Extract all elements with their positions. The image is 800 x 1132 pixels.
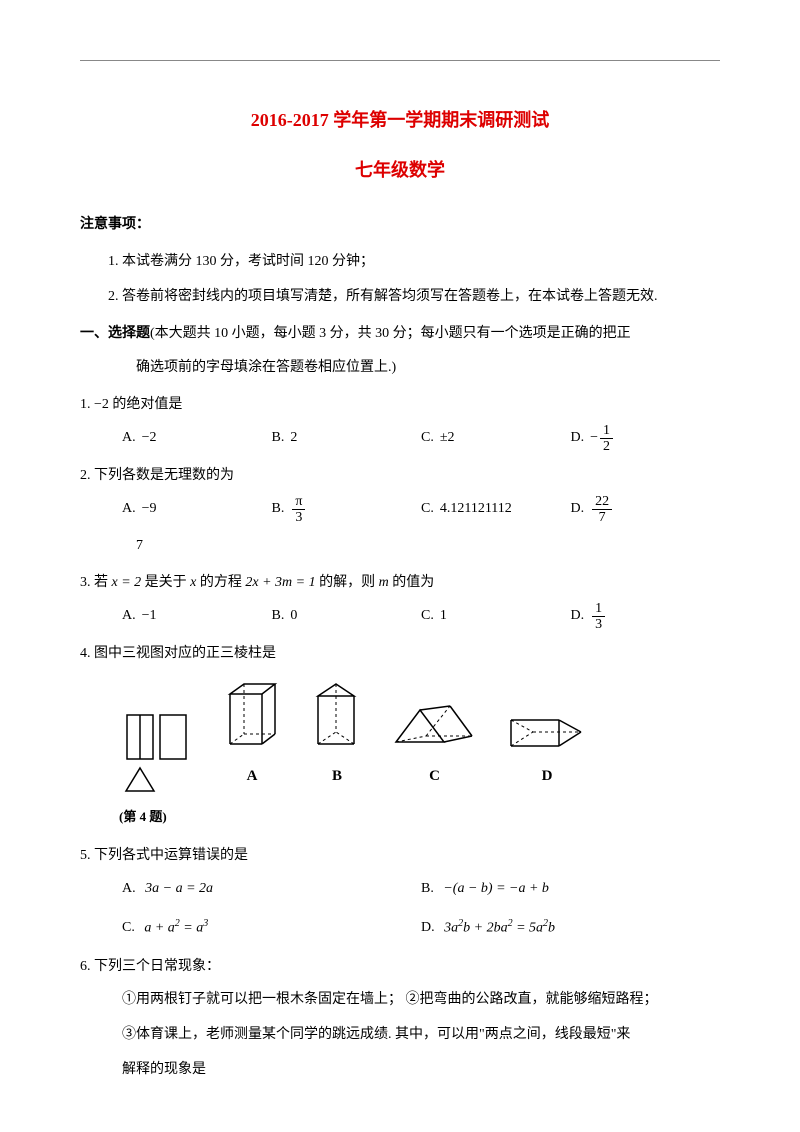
- fraction-icon: 12: [600, 423, 613, 455]
- q3-option-d: D.13: [571, 601, 721, 633]
- top-rule: [80, 60, 720, 61]
- q5-option-d: D. 3a2b + 2ba2 = 5a2b: [421, 913, 720, 944]
- three-views-icon: [122, 713, 192, 793]
- question-2-options: A.−9 B.π3 C.4.121121112 D.227: [80, 494, 720, 526]
- q1-option-c: C.±2: [421, 423, 571, 455]
- question-6: 6. 下列三个日常现象： ①用两根钉子就可以把一根木条固定在墙上； ②把弯曲的公…: [80, 952, 720, 1085]
- q6-phenom-1: ①用两根钉子就可以把一根木条固定在墙上； ②把弯曲的公路改直，就能够缩短路程；: [80, 985, 720, 1016]
- notice-header: 注意事项：: [80, 210, 720, 241]
- question-5-text: 5. 下列各式中运算错误的是: [80, 841, 720, 872]
- fraction-icon: 227: [592, 494, 612, 526]
- q2-extra: 7: [80, 531, 720, 562]
- prism-a-icon: [222, 682, 282, 754]
- q1-option-d: D.−12: [571, 423, 721, 455]
- exam-title-line1: 2016-2017 学年第一学期期末调研测试: [80, 101, 720, 141]
- q5-option-b: B. −(a − b) = −a + b: [421, 874, 720, 905]
- fraction-icon: 13: [592, 601, 605, 633]
- notice-item-2: 2. 答卷前将密封线内的项目填写清楚，所有解答均须写在答题卷上，在本试卷上答题无…: [80, 282, 720, 313]
- q3-option-b: B.0: [272, 601, 422, 633]
- question-4-caption: (第 4 题): [80, 803, 720, 832]
- q4-prism-b: B: [312, 682, 362, 793]
- q3-option-c: C.1: [421, 601, 571, 633]
- question-2: 2. 下列各数是无理数的为 A.−9 B.π3 C.4.121121112 D.…: [80, 461, 720, 562]
- q4-three-views-icon: [122, 713, 192, 793]
- prism-c-icon: [392, 702, 477, 754]
- question-5: 5. 下列各式中运算错误的是 A. 3a − a = 2a B. −(a − b…: [80, 841, 720, 944]
- q4-prism-d: D: [507, 710, 587, 793]
- question-1: 1. −2 的绝对值是 A.−2 B.2 C.±2 D.−12: [80, 390, 720, 455]
- section-1-header: 一、选择题(本大题共 10 小题，每小题 3 分，共 30 分；每小题只有一个选…: [80, 319, 720, 350]
- q3-option-a: A.−1: [122, 601, 272, 633]
- question-3: 3. 若 x = 2 是关于 x 的方程 2x + 3m = 1 的解，则 m …: [80, 568, 720, 633]
- question-1-options: A.−2 B.2 C.±2 D.−12: [80, 423, 720, 455]
- q2-option-b: B.π3: [272, 494, 422, 526]
- q6-phenom-3: 解释的现象是: [80, 1055, 720, 1086]
- section-1-header-plain: (本大题共 10 小题，每小题 3 分，共 30 分；每小题只有一个选项是正确的…: [150, 326, 631, 341]
- fraction-icon: π3: [292, 494, 305, 526]
- question-4-diagrams: A B C: [80, 682, 720, 793]
- notice-item-1: 1. 本试卷满分 130 分，考试时间 120 分钟；: [80, 247, 720, 278]
- question-2-text: 2. 下列各数是无理数的为: [80, 461, 720, 492]
- exam-title-line2: 七年级数学: [80, 151, 720, 191]
- q5-option-c: C. a + a2 = a3: [122, 913, 421, 944]
- question-5-options: A. 3a − a = 2a B. −(a − b) = −a + b C. a…: [80, 874, 720, 944]
- section-1-header-bold: 一、选择题: [80, 326, 150, 341]
- q6-phenom-2: ③体育课上，老师测量某个同学的跳远成绩. 其中，可以用"两点之间，线段最短"来: [80, 1020, 720, 1051]
- question-6-text: 6. 下列三个日常现象：: [80, 952, 720, 983]
- question-3-options: A.−1 B.0 C.1 D.13: [80, 601, 720, 633]
- question-4-text: 4. 图中三视图对应的正三棱柱是: [80, 639, 720, 670]
- prism-d-icon: [507, 710, 587, 754]
- q5-option-a: A. 3a − a = 2a: [122, 874, 421, 905]
- q2-option-a: A.−9: [122, 494, 272, 526]
- question-4: 4. 图中三视图对应的正三棱柱是 A: [80, 639, 720, 831]
- prism-b-icon: [312, 682, 362, 754]
- q4-prism-a: A: [222, 682, 282, 793]
- q4-prism-c: C: [392, 702, 477, 793]
- q2-option-d: D.227: [571, 494, 721, 526]
- question-1-text: 1. −2 的绝对值是: [80, 390, 720, 421]
- section-1-sub: 确选项前的字母填涂在答题卷相应位置上.): [80, 353, 720, 384]
- q2-option-c: C.4.121121112: [421, 494, 571, 526]
- q1-option-b: B.2: [272, 423, 422, 455]
- question-3-text: 3. 若 x = 2 是关于 x 的方程 2x + 3m = 1 的解，则 m …: [80, 568, 720, 599]
- q1-option-a: A.−2: [122, 423, 272, 455]
